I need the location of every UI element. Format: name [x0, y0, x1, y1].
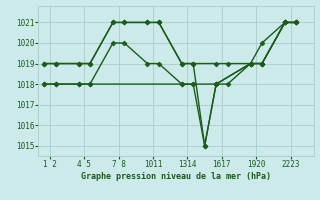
X-axis label: Graphe pression niveau de la mer (hPa): Graphe pression niveau de la mer (hPa) — [81, 172, 271, 181]
